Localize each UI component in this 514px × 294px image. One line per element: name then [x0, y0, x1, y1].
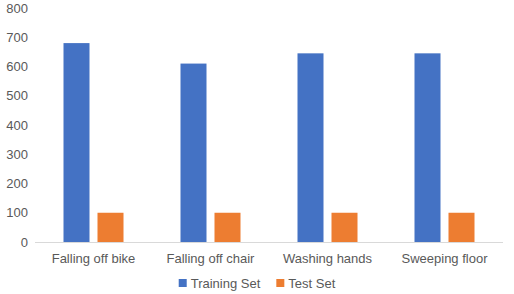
y-tick-label: 0 — [21, 235, 28, 250]
y-tick-label: 200 — [6, 176, 28, 191]
y-tick-label: 600 — [6, 59, 28, 74]
chart-container: 0 100 200 300 400 500 600 700 800 Falling off bik… — [0, 0, 514, 294]
y-tick-label: 700 — [6, 30, 28, 45]
x-tick-label: Washing hands — [283, 251, 373, 266]
x-axis-line — [35, 242, 503, 243]
legend: Training Set Test Set — [179, 276, 336, 291]
bar — [332, 213, 358, 242]
y-tick-label: 300 — [6, 147, 28, 162]
y-tick-label: 100 — [6, 205, 28, 220]
bar — [298, 53, 324, 242]
chart-svg: 0 100 200 300 400 500 600 700 800 Falling off bik… — [0, 0, 514, 294]
bars — [64, 43, 475, 242]
x-tick-label: Falling off bike — [52, 251, 136, 266]
bar — [64, 43, 90, 242]
bar — [449, 213, 475, 242]
y-tick-label: 500 — [6, 88, 28, 103]
bar — [181, 64, 207, 242]
x-tick-label: Sweeping floor — [402, 251, 489, 266]
y-tick-label: 800 — [6, 1, 28, 16]
bar — [98, 213, 124, 242]
x-tick-label: Falling off chair — [167, 251, 256, 266]
legend-swatch — [179, 279, 187, 287]
bar — [415, 53, 441, 242]
legend-swatch — [276, 279, 284, 287]
legend-label: Training Set — [191, 276, 261, 291]
bar — [215, 213, 241, 242]
y-tick-label: 400 — [6, 118, 28, 133]
legend-label: Test Set — [288, 276, 335, 291]
